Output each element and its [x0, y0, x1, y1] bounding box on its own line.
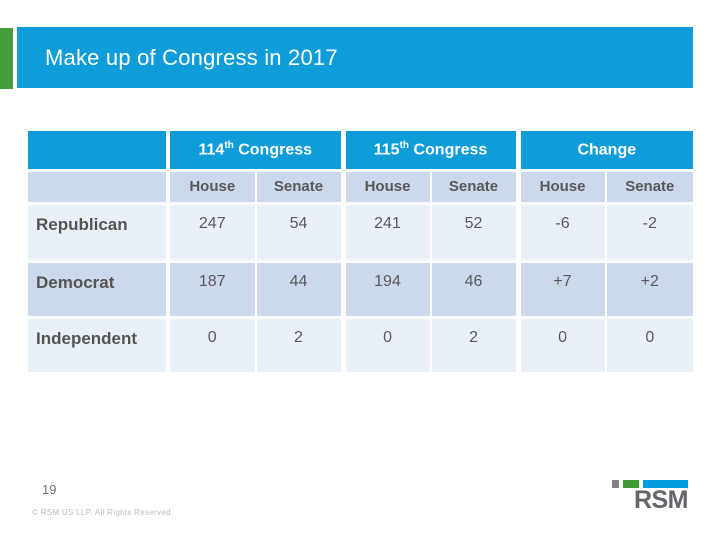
cell-democrat-114-senate: 44 [254, 261, 344, 319]
cell-republican-change-house: -6 [515, 203, 606, 263]
subheader-114-senate: Senate [254, 170, 344, 205]
cell-republican-change-senate: -2 [604, 203, 694, 263]
cell-independent-115-senate: 2 [429, 317, 519, 372]
green-accent-bar [0, 28, 13, 89]
copyright-text: © RSM US LLP. All Rights Reserved. [32, 508, 174, 517]
table-row-democrat: Democrat 187 44 194 46 +7 +2 [28, 261, 694, 319]
congress-table: 114th Congress 115th Congress Change Hou… [28, 131, 694, 372]
logo-rsm-wordmark: RSM [633, 486, 689, 514]
table-corner-cell [28, 131, 168, 172]
slide-title: Make up of Congress in 2017 [45, 44, 338, 70]
table-row-republican: Republican 247 54 241 52 -6 -2 [28, 203, 694, 263]
cell-democrat-115-senate: 46 [429, 261, 519, 319]
cell-democrat-change-house: +7 [515, 261, 606, 319]
logo-green-bar-icon [623, 480, 639, 488]
group-header-114th-congress: 114th Congress [165, 131, 344, 172]
slide-title-bar: Make up of Congress in 2017 [17, 27, 693, 88]
congress-table-container: 114th Congress 115th Congress Change Hou… [28, 131, 694, 372]
row-label-independent: Independent [28, 317, 168, 372]
group-header-115th-congress: 115th Congress [340, 131, 519, 172]
cell-democrat-115-house: 194 [340, 261, 431, 319]
cell-independent-change-senate: 0 [604, 317, 694, 372]
table-group-header-row: 114th Congress 115th Congress Change [28, 131, 694, 172]
row-label-democrat: Democrat [28, 261, 168, 319]
cell-republican-114-house: 247 [166, 203, 256, 263]
subheader-change-senate: Senate [604, 170, 694, 205]
cell-independent-change-house: 0 [515, 317, 606, 372]
cell-independent-114-house: 0 [166, 317, 256, 372]
table-row-independent: Independent 0 2 0 2 0 0 [28, 317, 694, 372]
subheader-115-house: House [340, 170, 431, 205]
logo-gray-square-icon [612, 480, 619, 488]
rsm-logo: RSM [610, 478, 692, 514]
cell-republican-114-senate: 54 [254, 203, 344, 263]
subheader-empty-cell [28, 170, 168, 205]
table-subheader-row: House Senate House Senate House Senate [28, 170, 694, 205]
cell-independent-114-senate: 2 [254, 317, 344, 372]
cell-independent-115-house: 0 [340, 317, 431, 372]
group-header-change: Change [515, 131, 694, 172]
logo-blue-bar-icon [643, 480, 688, 488]
subheader-115-senate: Senate [429, 170, 519, 205]
row-label-republican: Republican [28, 203, 168, 263]
subheader-change-house: House [515, 170, 606, 205]
subheader-114-house: House [166, 170, 256, 205]
cell-democrat-change-senate: +2 [604, 261, 694, 319]
cell-democrat-114-house: 187 [166, 261, 256, 319]
cell-republican-115-house: 241 [340, 203, 431, 263]
cell-republican-115-senate: 52 [429, 203, 519, 263]
page-number: 19 [42, 482, 57, 497]
